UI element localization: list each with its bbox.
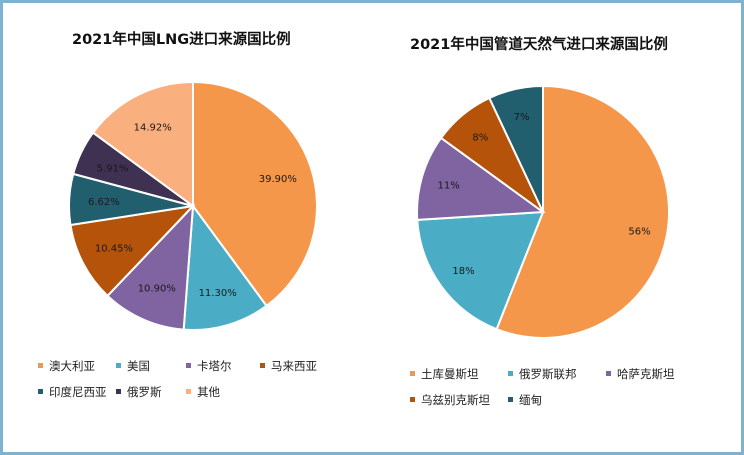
legend-swatch — [410, 397, 415, 402]
legend-swatch — [606, 371, 611, 376]
chart-title: 2021年中国LNG进口来源国比例 — [72, 32, 291, 48]
legend-swatch — [186, 363, 191, 368]
legend-label: 澳大利亚 — [49, 359, 95, 373]
legend-label: 缅甸 — [519, 393, 542, 407]
legend-label: 马来西亚 — [271, 359, 317, 373]
legend-item-5: 俄罗斯 — [116, 384, 162, 400]
slice-label-2: 11% — [438, 181, 460, 192]
legend-item-4: 缅甸 — [508, 392, 542, 408]
legend-label: 卡塔尔 — [197, 359, 232, 373]
slice-label-3: 10.45% — [95, 243, 133, 254]
lng-chart-panel: 2021年中国LNG进口来源国比例 39.90% 11.30% 10.90% 10.4… — [38, 32, 318, 400]
legend-item-3: 乌兹别克斯坦 — [410, 392, 490, 408]
legend-item-0: 澳大利亚 — [38, 358, 95, 374]
chart-title: 2021年中国管道天然气进口来源国比例 — [410, 37, 668, 53]
legend-item-6: 其他 — [186, 384, 220, 400]
legend-swatch — [260, 363, 265, 368]
legend-label: 美国 — [127, 359, 150, 373]
legend-swatch — [38, 363, 43, 368]
slice-label-6: 14.92% — [134, 122, 172, 133]
legend-label: 乌兹别克斯坦 — [421, 393, 490, 407]
slice-label-1: 11.30% — [199, 288, 237, 299]
slice-label-4: 7% — [514, 112, 530, 123]
pie-slice-3 — [69, 204, 196, 298]
legend-swatch — [508, 397, 513, 402]
legend-item-0: 土库曼斯坦 — [410, 366, 479, 382]
slice-label-0: 56% — [628, 226, 650, 237]
legend-item-3: 马来西亚 — [260, 358, 317, 374]
legend-item-1: 俄罗斯联邦 — [508, 366, 577, 382]
slice-label-3: 8% — [472, 132, 488, 143]
legend-swatch — [116, 389, 121, 394]
slice-label-4: 6.62% — [88, 197, 120, 208]
legend-label: 其他 — [197, 385, 220, 399]
legend-swatch — [508, 371, 513, 376]
pipeline-pie: 56% 18% 11% 8% 7% — [416, 84, 670, 339]
legend-label: 印度尼西亚 — [49, 385, 107, 399]
pie-slice-1 — [182, 203, 268, 331]
pie-slice-2 — [416, 136, 546, 221]
pie-slice-0 — [192, 80, 318, 308]
pie-slice-2 — [106, 203, 195, 331]
legend-label: 俄罗斯联邦 — [519, 367, 577, 381]
pie-slice-1 — [416, 210, 545, 331]
legend-swatch — [186, 389, 191, 394]
legend-label: 俄罗斯 — [127, 385, 162, 399]
legend-swatch — [116, 363, 121, 368]
pie-slice-4 — [488, 84, 544, 213]
legend-swatch — [410, 371, 415, 376]
legend-item-4: 印度尼西亚 — [38, 384, 107, 400]
slice-label-5: 5.91% — [97, 163, 129, 174]
legend-label: 土库曼斯坦 — [421, 367, 479, 381]
slice-label-2: 10.90% — [138, 284, 176, 295]
pie-slice-0 — [495, 84, 670, 339]
slice-label-1: 18% — [452, 266, 474, 277]
legend-swatch — [38, 389, 43, 394]
pie-slice-6 — [91, 80, 194, 208]
legend-item-2: 卡塔尔 — [186, 358, 232, 374]
legend-item-1: 美国 — [116, 358, 150, 374]
lng-pie: 39.90% 11.30% 10.90% 10.45% 6.62% 5.91% 14.92% — [68, 80, 318, 331]
legend-item-2: 哈萨克斯坦 — [606, 366, 675, 382]
slice-label-0: 39.90% — [259, 174, 297, 185]
legend-label: 哈萨克斯坦 — [617, 367, 675, 381]
pipeline-chart-panel: 2021年中国管道天然气进口来源国比例 56% 18% 11% 8% 7% 土库曼斯坦 俄… — [380, 0, 744, 455]
